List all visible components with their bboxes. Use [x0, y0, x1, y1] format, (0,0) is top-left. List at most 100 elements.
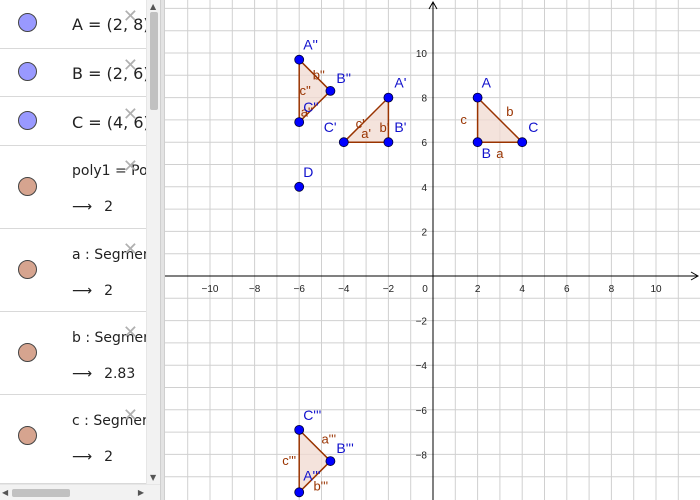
x-tick-label: 0	[422, 284, 428, 295]
y-tick-label: 8	[421, 94, 427, 105]
algebra-item-definition[interactable]: C = (4, 6)	[72, 113, 146, 132]
point	[294, 487, 305, 498]
algebra-item-value: ⟶ 2	[72, 449, 113, 465]
point	[294, 181, 305, 192]
algebra-item-b[interactable]: b : Segment(C, A, poly1) ⟶ 2.83 ✕	[0, 312, 146, 395]
point-label: B'	[394, 119, 406, 135]
point	[294, 424, 305, 435]
visibility-toggle-icon[interactable]	[18, 426, 37, 445]
y-tick-label: 2	[421, 227, 427, 238]
segment	[298, 460, 331, 493]
x-tick-label: −10	[202, 284, 219, 295]
point-label: A'''	[303, 467, 320, 483]
segment-label: a	[496, 146, 504, 161]
segment-label: a''	[301, 105, 313, 120]
coordinate-plane[interactable]: −10 −8 −6 −4 −2 0 2 4 6 8 10 2 4 6 8 10 −2 −4 −6 −8 a b c a' b' c…	[165, 0, 700, 500]
y-tick-label: 10	[416, 49, 428, 60]
segment	[298, 429, 331, 462]
close-icon[interactable]: ✕	[122, 6, 138, 27]
segment	[298, 90, 331, 123]
segment	[343, 97, 389, 143]
segment-label: c'	[356, 116, 365, 131]
algebra-item-c[interactable]: c : Segment(A, B, poly1) ⟶2 ✕	[0, 395, 146, 484]
algebra-item-value: ⟶ 2.83	[72, 366, 135, 382]
point-label: B'''	[336, 440, 353, 456]
visibility-toggle-icon[interactable]	[18, 343, 37, 362]
algebra-item-definition[interactable]: poly1 = Polygon(A, B, C)	[72, 163, 146, 179]
arrow-icon: ⟶	[72, 449, 93, 465]
x-tick-label: −8	[249, 284, 261, 295]
point	[325, 86, 336, 96]
point-label: C	[528, 119, 538, 135]
close-icon[interactable]: ✕	[122, 322, 138, 343]
algebra-item-definition[interactable]: b : Segment(C, A, poly1)	[72, 330, 146, 346]
algebra-item-A[interactable]: A = (2, 8) ✕	[0, 0, 146, 49]
y-tick-label: −4	[416, 361, 428, 372]
y-tick-label: 4	[421, 183, 427, 194]
close-icon[interactable]: ✕	[122, 239, 138, 260]
algebra-item-value: ⟶ 2	[72, 283, 113, 299]
scroll-right-icon[interactable]: ▶	[137, 488, 144, 497]
segment-label: b'''	[313, 479, 328, 494]
y-tick-label: −6	[416, 406, 428, 417]
point-label: B''	[336, 70, 351, 86]
scroll-down-icon[interactable]: ▼	[150, 473, 157, 482]
polygon	[299, 429, 331, 493]
value-text: 2	[104, 449, 113, 465]
algebra-item-poly1[interactable]: poly1 = Polygon(A, B, C) ⟶2 ✕	[0, 146, 146, 229]
graphics-view[interactable]: −10 −8 −6 −4 −2 0 2 4 6 8 10 2 4 6 8 10 −2 −4 −6 −8 a b c a' b' c…	[165, 0, 700, 500]
vertical-scrollbar[interactable]: ▲ ▼	[146, 0, 160, 484]
algebra-item-a[interactable]: a : Segment(B, C, poly1) ⟶2 ✕	[0, 229, 146, 312]
segment-label: c	[460, 112, 467, 127]
algebra-item-definition[interactable]: c : Segment(A, B, poly1)	[72, 413, 146, 429]
vertical-scroll-thumb[interactable]	[150, 12, 158, 110]
point-label: B	[482, 145, 491, 161]
x-tick-label: −2	[383, 284, 395, 295]
segment	[477, 97, 523, 143]
point	[294, 117, 305, 128]
segment	[298, 59, 331, 92]
visibility-toggle-icon[interactable]	[18, 13, 37, 32]
close-icon[interactable]: ✕	[122, 405, 138, 426]
point	[383, 92, 394, 103]
point	[294, 54, 305, 65]
close-icon[interactable]: ✕	[122, 104, 138, 125]
close-icon[interactable]: ✕	[122, 55, 138, 76]
horizontal-scroll-thumb[interactable]	[12, 489, 70, 497]
algebra-item-C[interactable]: C = (4, 6) ✕	[0, 97, 146, 146]
visibility-toggle-icon[interactable]	[18, 260, 37, 279]
arrow-icon: ⟶	[72, 366, 93, 382]
segment-label: a'''	[321, 431, 336, 446]
y-tick-label: −8	[416, 450, 428, 461]
point	[472, 92, 483, 103]
scroll-up-icon[interactable]: ▲	[150, 2, 157, 11]
x-tick-label: 2	[475, 284, 481, 295]
y-tick-label: 6	[421, 138, 427, 149]
point	[472, 137, 483, 148]
horizontal-scrollbar[interactable]: ◀ ▶	[0, 484, 160, 500]
point	[517, 137, 528, 148]
close-icon[interactable]: ✕	[122, 156, 138, 177]
point	[383, 137, 394, 148]
algebra-item-B[interactable]: B = (2, 6) ✕	[0, 49, 146, 97]
scroll-left-icon[interactable]: ◀	[2, 488, 9, 497]
point-label: A'	[394, 75, 406, 91]
x-axis-arrow-icon	[690, 271, 700, 281]
algebra-item-definition[interactable]: a : Segment(B, C, poly1)	[72, 247, 146, 263]
segment-label: b'	[380, 120, 390, 135]
point-label: C'''	[303, 407, 321, 423]
arrow-icon: ⟶	[72, 199, 93, 215]
point-label: C''	[303, 99, 318, 115]
x-tick-label: 4	[519, 284, 525, 295]
view-divider[interactable]	[160, 0, 165, 500]
algebra-item-definition[interactable]: B = (2, 6)	[72, 64, 146, 83]
algebra-item-definition[interactable]: A = (2, 8)	[72, 15, 146, 34]
visibility-toggle-icon[interactable]	[18, 62, 37, 81]
point-label: A	[482, 75, 492, 91]
value-text: 2	[104, 283, 113, 299]
x-tick-label: 10	[650, 284, 662, 295]
x-tick-label: 6	[564, 284, 570, 295]
visibility-toggle-icon[interactable]	[18, 111, 37, 130]
visibility-toggle-icon[interactable]	[18, 177, 37, 196]
y-axis-arrow-icon	[428, 0, 438, 10]
